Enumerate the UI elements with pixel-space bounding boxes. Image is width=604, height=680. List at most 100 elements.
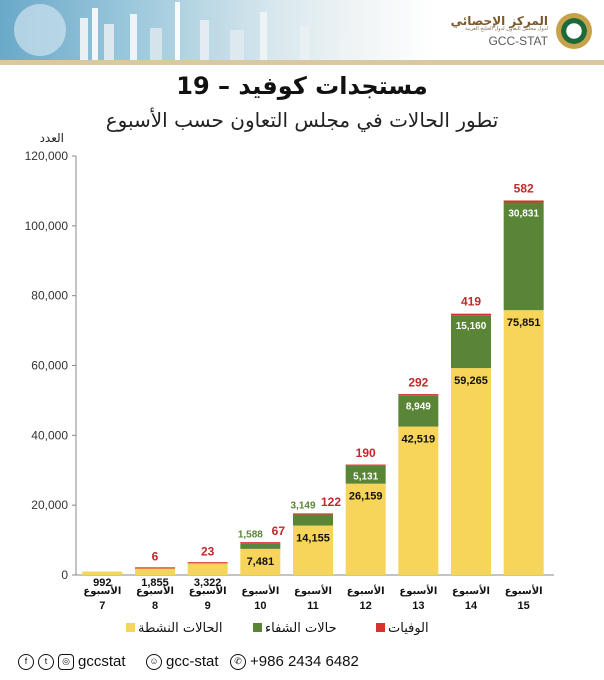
active-data-label: 14,155 [296, 533, 330, 545]
bar-active [345, 483, 386, 575]
logo-english-name: GCC-STAT [488, 33, 548, 48]
x-tick-word: الأسبوع [452, 584, 490, 597]
legend-swatch-recovered [253, 623, 262, 632]
header-divider [0, 60, 604, 65]
y-tick-label: 20,000 [31, 498, 68, 512]
legend-label-deaths: الوفيات [388, 621, 429, 636]
bar-deaths [451, 313, 491, 316]
legend-swatch-active [126, 623, 135, 632]
social-handle-text: gccstat [78, 653, 126, 670]
x-tick-label: 10 [254, 600, 266, 612]
legend-swatch-deaths [376, 623, 385, 632]
bar-deaths [240, 542, 281, 544]
recovered-data-label: 30,831 [508, 209, 539, 220]
legend-label-recovered: حالات الشفاء [265, 621, 337, 636]
whatsapp-number-text: +986 2434 6482 [250, 653, 359, 670]
x-tick-word: الأسبوع [505, 584, 543, 597]
deaths-data-label: 292 [408, 375, 428, 389]
active-data-label: 7,481 [247, 556, 275, 568]
facebook-icon: f [18, 653, 34, 670]
recovered-data-label: 15,160 [456, 321, 487, 332]
y-tick-label: 40,000 [31, 428, 68, 442]
x-tick-label: 7 [99, 600, 105, 612]
active-data-label: 992 [93, 577, 111, 589]
recovered-data-label: 1,588 [238, 529, 263, 540]
bar-deaths [135, 567, 175, 569]
whatsapp-icon: ✆ [230, 653, 246, 670]
active-data-label: 59,265 [454, 375, 488, 387]
y-axis-label: العدد [40, 131, 64, 145]
recovered-data-label: 5,131 [353, 472, 378, 483]
legend-label-active: الحالات النشطة [138, 621, 222, 636]
bar-deaths [293, 513, 333, 515]
y-tick-label: 0 [61, 568, 68, 582]
bar-active [293, 525, 333, 575]
chart-subtitle: تطور الحالات في مجلس التعاون حسب الأسبوع [105, 108, 499, 132]
bar-recovered [451, 315, 491, 369]
whatsapp-contact[interactable]: ✆ +986 2434 6482 [230, 653, 359, 670]
gcc-emblem-icon [556, 13, 592, 49]
active-data-label: 1,855 [141, 577, 169, 589]
deaths-data-label: 67 [272, 524, 286, 538]
x-tick-label: 15 [518, 600, 530, 612]
deaths-data-label: 23 [201, 544, 215, 558]
y-tick-label: 60,000 [31, 359, 68, 373]
x-tick-word: الأسبوع [347, 584, 385, 597]
active-data-label: 3,322 [194, 577, 222, 589]
social-handle[interactable]: f t ◎ gccstat [18, 653, 126, 670]
logo-subtitle: لدول مجلس التعاون لدول الخليج العربية [465, 26, 548, 33]
active-data-label: 26,159 [349, 491, 383, 503]
snapchat-handle-text: gcc-stat [166, 653, 219, 670]
x-tick-label: 12 [360, 600, 372, 612]
page-title: مستجدات كوفيد – 19 [176, 72, 428, 100]
bar-recovered [398, 395, 439, 427]
bar-deaths [398, 394, 439, 396]
x-tick-word: الأسبوع [399, 584, 437, 597]
active-data-label: 75,851 [507, 317, 541, 329]
deaths-data-label: 190 [356, 446, 376, 460]
bar-active [240, 548, 281, 575]
bar-active [135, 568, 175, 575]
x-tick-label: 13 [412, 600, 424, 612]
footer-contacts: f t ◎ gccstat ☺ gcc-stat ✆ +986 2434 648… [0, 650, 604, 678]
bar-active [398, 426, 439, 575]
instagram-icon: ◎ [58, 653, 74, 670]
bar-deaths [187, 562, 228, 564]
recovered-data-label: 3,149 [290, 501, 315, 512]
x-tick-label: 9 [205, 600, 211, 612]
x-tick-label: 11 [307, 600, 319, 612]
stacked-bar-chart: العدد 0 20,000 40,000 60,000 80,000 100,000 120… [25, 131, 554, 636]
logo-arabic-name: المركز الإحصائي [450, 13, 548, 28]
bar-deaths [503, 200, 544, 203]
deaths-data-label: 122 [321, 495, 341, 509]
bar-recovered [240, 543, 281, 549]
x-tick-word: الأسبوع [189, 584, 227, 597]
bar-active [503, 310, 544, 575]
header-banner: المركز الإحصائي لدول مجلس التعاون لدول ا… [0, 0, 604, 62]
gcc-stat-logo: المركز الإحصائي لدول مجلس التعاون لدول ا… [442, 4, 592, 58]
active-data-label: 42,519 [402, 434, 436, 446]
deaths-data-label: 582 [514, 181, 534, 195]
y-tick-label: 120,000 [25, 149, 69, 163]
x-tick-word: الأسبوع [241, 584, 279, 597]
deaths-data-label: 419 [461, 295, 481, 309]
snapchat-handle[interactable]: ☺ gcc-stat [146, 653, 219, 670]
x-tick-label: 8 [152, 600, 158, 612]
snapchat-icon: ☺ [146, 653, 162, 670]
x-tick-word: الأسبوع [294, 584, 332, 597]
bar-active [82, 571, 123, 575]
x-tick-word: الأسبوع [83, 584, 121, 597]
x-tick-label: 14 [465, 600, 478, 612]
twitter-icon: t [38, 653, 54, 670]
recovered-data-label: 8,949 [406, 401, 431, 412]
x-tick-word: الأسبوع [136, 584, 174, 597]
bar-deaths [345, 464, 386, 466]
bar-recovered [503, 202, 544, 311]
deaths-data-label: 6 [152, 550, 159, 564]
bar-recovered [345, 465, 386, 484]
y-tick-label: 80,000 [31, 289, 68, 303]
bar-active [451, 368, 491, 575]
bar-active [187, 563, 228, 575]
y-tick-label: 100,000 [25, 219, 69, 233]
skyline-image [14, 2, 352, 62]
